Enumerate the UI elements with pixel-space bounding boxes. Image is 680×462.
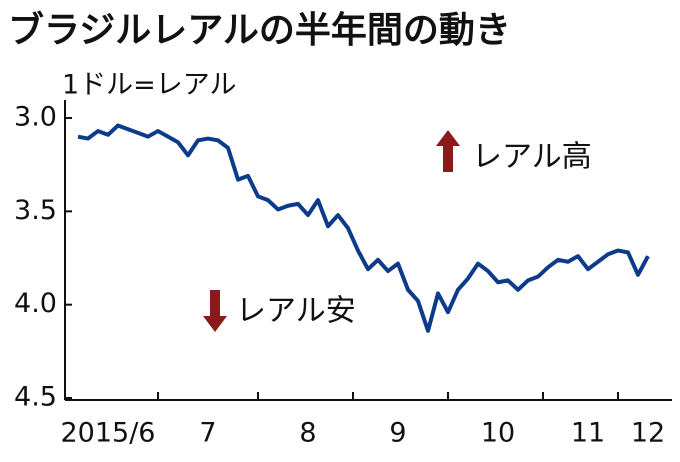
x-tick-label: 9	[389, 418, 406, 449]
chart-title: ブラジルレアルの半年間の動き	[8, 9, 511, 51]
x-tick-label: 12	[631, 418, 665, 449]
y-tick-label: 4.0	[14, 288, 57, 319]
x-tick-label: 2015/6	[61, 418, 156, 449]
down-arrow	[203, 290, 227, 332]
line-series	[77, 123, 650, 333]
x-tick-label: 7	[199, 418, 216, 449]
y-tick-label: 4.5	[14, 382, 57, 413]
x-tick-label: 8	[299, 418, 316, 449]
y-axis-label: 1ドル=レアル	[62, 70, 237, 101]
up-arrow	[436, 130, 460, 172]
y-tick-label: 3.5	[14, 195, 57, 226]
annotation: レアル安	[236, 294, 356, 329]
x-tick-label: 10	[481, 418, 515, 449]
annotation: レアル高	[472, 140, 592, 175]
y-tick-label: 3.0	[14, 102, 57, 133]
x-tick-label: 11	[571, 418, 605, 449]
